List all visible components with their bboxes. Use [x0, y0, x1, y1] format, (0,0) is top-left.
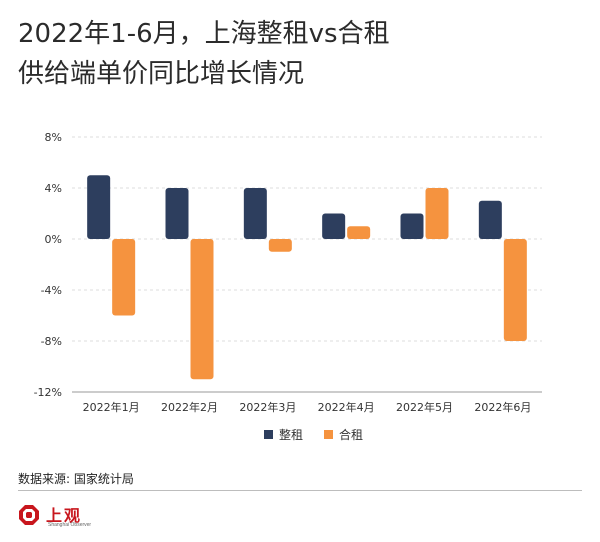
x-tick-label: 2022年4月 — [318, 400, 375, 414]
bar-hezu — [190, 239, 214, 380]
bar-zhengzu — [478, 200, 502, 239]
y-tick-label: 4% — [45, 182, 62, 195]
brand-name: 上观 — [46, 506, 83, 525]
logo-icon — [19, 505, 39, 525]
legend-swatch — [324, 430, 333, 439]
bar-zhengzu — [243, 188, 267, 239]
y-tick-label: -8% — [41, 335, 62, 348]
bar-hezu — [112, 239, 136, 316]
x-tick-label: 2022年6月 — [474, 400, 531, 414]
bar-zhengzu — [165, 188, 189, 239]
data-source: 数据来源: 国家统计局 — [18, 472, 134, 486]
y-tick-label: 0% — [45, 233, 62, 246]
bar-hezu — [425, 188, 449, 239]
legend-label: 整租 — [279, 427, 303, 442]
bar-hezu — [268, 239, 292, 252]
bar-zhengzu — [87, 175, 111, 239]
brand-logo: 上观 Shanghai Observer — [18, 500, 108, 532]
footer-divider — [18, 490, 582, 491]
title-line-2: 供给端单价同比增长情况 — [18, 59, 305, 89]
y-tick-label: -12% — [34, 386, 62, 399]
x-tick-label: 2022年2月 — [161, 400, 218, 414]
bar-chart: 8% 4% 0% -4% -8% -12% 2022年1月 2022年2月 2022年3月 202… — [34, 131, 542, 442]
x-tick-label: 2022年5月 — [396, 400, 453, 414]
x-tick-label: 2022年1月 — [83, 400, 140, 414]
brand-subtitle: Shanghai Observer — [48, 522, 92, 528]
y-tick-label: -4% — [41, 284, 62, 297]
bar-zhengzu — [322, 213, 346, 239]
title-line-1: 2022年1-6月，上海整租vs合租 — [18, 19, 390, 49]
bar-hezu — [347, 226, 371, 239]
bar-zhengzu — [400, 213, 424, 239]
legend-label: 合租 — [339, 427, 363, 442]
legend-swatch — [264, 430, 273, 439]
y-tick-label: 8% — [45, 131, 62, 144]
bar-hezu — [503, 239, 527, 341]
chart-title: 2022年1-6月，上海整租vs合租 供给端单价同比增长情况 — [18, 14, 578, 94]
x-tick-label: 2022年3月 — [239, 400, 296, 414]
